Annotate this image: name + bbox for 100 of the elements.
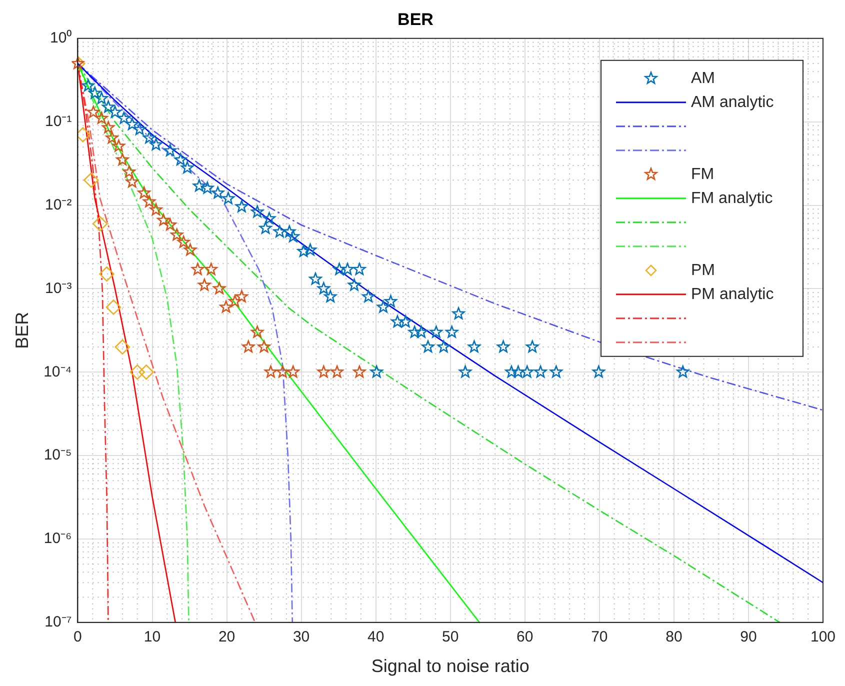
point [259,222,272,234]
point [82,79,95,92]
legend-label: PM analytic [691,286,774,303]
point [384,294,398,308]
x-tick-label: 70 [591,628,608,646]
point [198,278,211,291]
point [133,122,146,135]
point [177,236,190,248]
point [286,365,300,378]
point [106,300,122,315]
point [180,161,194,174]
point [309,272,322,285]
y-tick-label: 10⁻³ [45,280,72,297]
point [264,365,278,378]
point [437,340,450,353]
point [122,165,136,178]
point [83,172,99,188]
legend-label: FM [691,166,714,183]
point [520,365,534,378]
y-tick-label: 10⁻⁶ [44,530,72,548]
x-axis-title: Signal to noise ratio [371,656,530,676]
x-tick-label: 100 [810,628,836,646]
y-tick-label: 10⁻² [45,196,72,214]
point [468,340,481,353]
point [304,243,317,256]
x-tick-label: 80 [666,628,682,646]
point [116,153,129,166]
point [341,262,354,275]
point [258,340,270,353]
x-tick-label: 40 [367,628,384,646]
point [430,326,443,338]
x-tick-label: 50 [442,628,459,646]
point [184,243,197,256]
point [72,56,84,70]
point [422,340,434,353]
point [102,121,115,134]
point [399,315,412,328]
point [126,118,138,130]
point [106,131,118,144]
x-tick-label: 30 [292,628,310,646]
point [87,106,100,118]
point [174,153,187,166]
point [92,216,108,232]
point [370,365,383,378]
legend-label: AM [691,70,715,87]
point [118,112,130,124]
point [164,218,176,230]
point [276,365,290,378]
point [512,365,525,378]
point [414,326,428,338]
point [376,300,390,313]
point [138,186,150,199]
point [130,364,145,380]
point [324,290,337,302]
point [112,140,126,152]
point [592,365,606,378]
point [250,205,264,218]
point [250,326,264,338]
point [235,200,248,212]
point [150,138,162,150]
y-tick-label: 10⁻¹ [45,112,72,130]
point [220,300,232,313]
x-tick-label: 60 [516,628,534,646]
y-tick-label: 10⁻⁵ [44,446,72,464]
point [142,195,156,208]
point [95,112,108,124]
point [391,315,404,328]
point [228,294,242,308]
point [286,230,300,242]
point [212,282,226,294]
point [114,339,130,355]
point [452,307,465,320]
point [204,262,218,275]
y-tick-label: 10⁰ [50,30,72,47]
y-tick-label: 10⁻⁴ [44,363,72,380]
point [138,364,154,380]
point [102,100,115,113]
legend-label: FM analytic [691,190,773,207]
point [211,186,224,199]
point [353,262,366,275]
point [262,212,276,224]
point [150,203,162,216]
point [126,175,138,188]
point [99,266,114,282]
point [526,340,539,353]
x-tick-label: 10 [144,628,161,646]
point [95,92,108,104]
point [550,365,563,378]
point [222,192,235,204]
point [108,106,122,118]
x-tick-label: 20 [218,628,236,646]
point [142,131,156,144]
point [353,365,366,378]
y-axis-title: BER [12,312,32,349]
point [332,262,346,275]
point [317,282,330,294]
point [192,179,206,192]
point [330,365,344,378]
legend-label: AM analytic [691,94,774,111]
legend-label: PM [691,262,715,279]
